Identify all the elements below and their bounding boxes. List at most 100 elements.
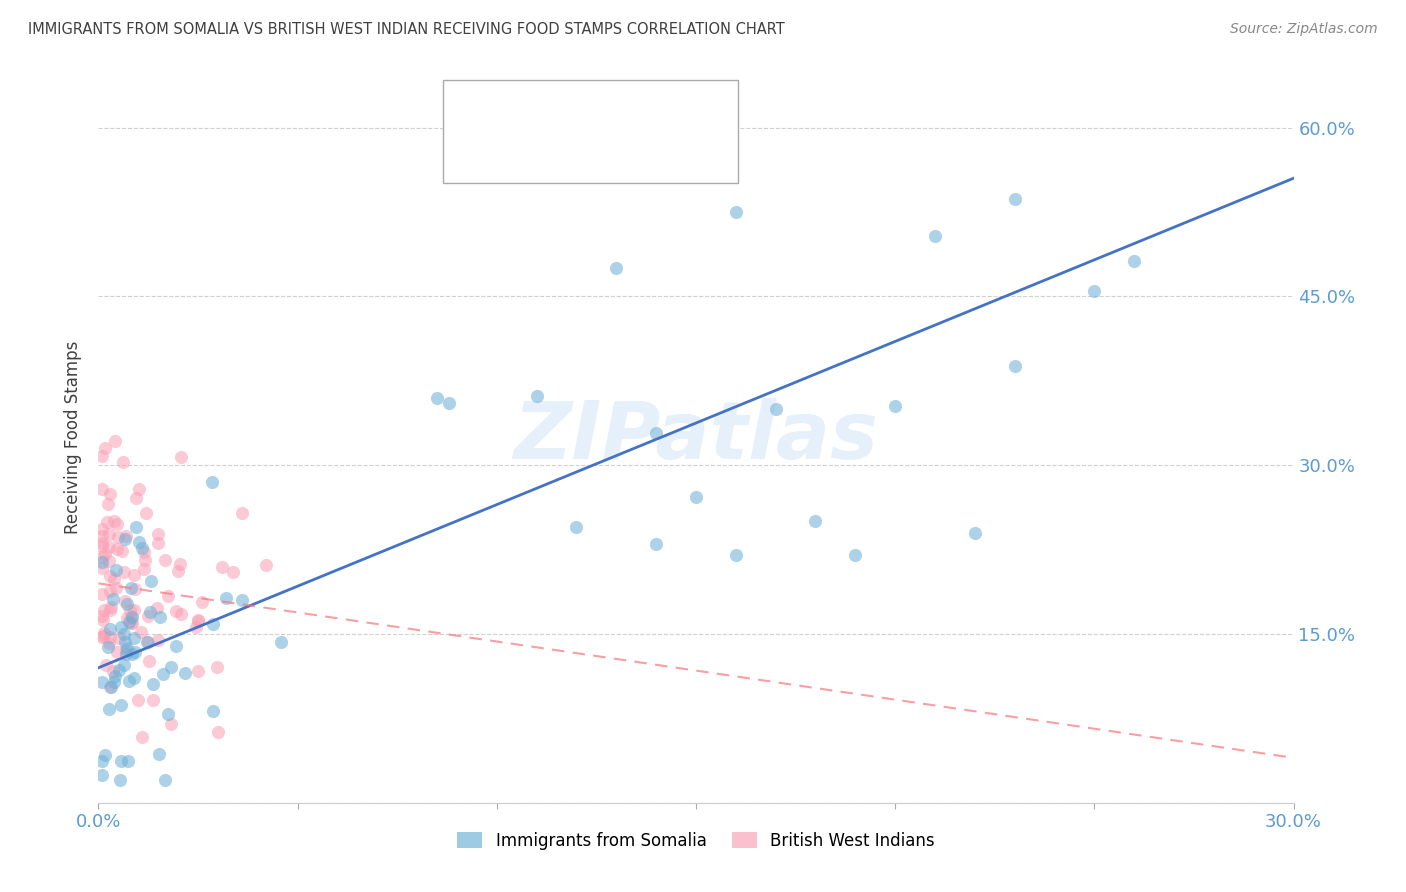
Point <box>120 603 142 617</box>
Point <box>107 645 129 659</box>
Point <box>1004 193 1026 207</box>
Point <box>134 552 156 566</box>
Point <box>117 674 139 689</box>
Point <box>121 610 143 624</box>
Point <box>111 544 134 558</box>
Point <box>146 600 169 615</box>
Point <box>152 666 174 681</box>
Point <box>107 530 129 544</box>
Point <box>93 626 115 640</box>
Text: R = 0.624: R = 0.624 <box>491 103 582 121</box>
Text: N = 75: N = 75 <box>624 103 686 121</box>
Point <box>97 497 120 511</box>
Point <box>117 597 139 611</box>
Point <box>91 754 114 768</box>
Point <box>110 754 132 768</box>
Text: Source: ZipAtlas.com: Source: ZipAtlas.com <box>1230 22 1378 37</box>
Point <box>125 519 148 533</box>
Point <box>117 755 139 769</box>
Point <box>104 434 127 448</box>
Point <box>127 693 149 707</box>
Point <box>100 680 122 694</box>
Point <box>437 396 460 410</box>
Point <box>211 559 233 574</box>
Point <box>138 605 160 619</box>
Legend: Immigrants from Somalia, British West Indians: Immigrants from Somalia, British West In… <box>451 825 941 856</box>
Point <box>121 647 143 661</box>
Point <box>98 622 121 636</box>
Point <box>98 569 121 583</box>
Point <box>91 630 114 644</box>
Point <box>124 603 146 617</box>
Point <box>136 635 159 649</box>
Point <box>645 537 668 551</box>
Point <box>963 525 986 540</box>
Point <box>91 613 114 627</box>
Point <box>98 487 121 501</box>
Point <box>1123 254 1146 268</box>
Point <box>146 527 169 541</box>
Point <box>156 590 179 604</box>
Point <box>98 554 121 568</box>
Point <box>174 666 197 681</box>
Text: N = 91: N = 91 <box>624 145 686 162</box>
Point <box>98 540 121 554</box>
Point <box>94 747 117 762</box>
Point <box>201 475 224 490</box>
Point <box>115 641 138 656</box>
Point <box>91 561 114 575</box>
Point <box>98 603 121 617</box>
Point <box>121 610 143 624</box>
Point <box>187 613 209 627</box>
Point <box>110 620 132 634</box>
Point <box>103 674 125 689</box>
Text: R = -0.116: R = -0.116 <box>491 145 588 162</box>
Point <box>112 658 135 673</box>
Point <box>170 450 193 464</box>
Point <box>108 773 131 788</box>
Point <box>205 660 228 674</box>
Text: ZIPatlas: ZIPatlas <box>513 398 879 476</box>
Point <box>148 747 170 762</box>
Point <box>129 624 152 639</box>
Point <box>96 516 118 530</box>
Point <box>114 566 136 580</box>
Point <box>165 604 187 618</box>
Point <box>202 616 225 631</box>
Point <box>526 388 548 402</box>
Point <box>97 640 120 655</box>
Point <box>148 536 170 550</box>
Point <box>108 664 131 678</box>
Point <box>138 654 160 668</box>
Point <box>924 229 946 244</box>
Point <box>115 611 138 625</box>
Point <box>108 631 131 645</box>
Point <box>122 631 145 645</box>
Point <box>124 582 146 596</box>
Point <box>103 514 125 528</box>
Point <box>231 507 253 521</box>
Point <box>207 725 229 739</box>
Point <box>231 592 253 607</box>
Point <box>103 591 125 606</box>
Point <box>114 635 136 649</box>
Point <box>191 595 214 609</box>
Point <box>100 599 122 614</box>
Point <box>114 532 136 546</box>
Point <box>105 517 128 532</box>
Point <box>120 616 142 631</box>
Point <box>91 675 114 690</box>
Point <box>724 205 747 219</box>
Point <box>124 567 146 582</box>
Point <box>128 483 150 497</box>
Point <box>844 548 866 562</box>
Point <box>91 550 114 565</box>
Point <box>125 491 148 505</box>
Point <box>135 507 157 521</box>
Point <box>565 520 588 534</box>
Bar <box>453 145 481 161</box>
Point <box>105 541 128 556</box>
Point <box>202 704 225 718</box>
Point <box>128 534 150 549</box>
Point <box>132 561 155 575</box>
